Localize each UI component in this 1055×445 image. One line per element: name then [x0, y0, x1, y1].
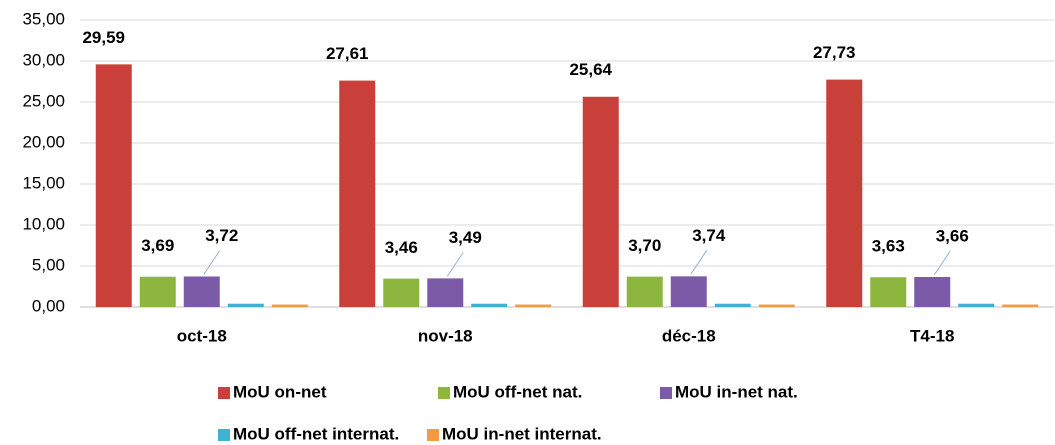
bar	[95, 64, 132, 307]
y-tick-label: 15,00	[22, 173, 65, 192]
bar	[339, 80, 376, 308]
legend-swatch	[218, 387, 230, 399]
y-tick-label: 35,00	[22, 9, 65, 28]
data-label: 3,70	[628, 236, 661, 255]
x-tick-label: nov-18	[418, 326, 473, 345]
legend-swatch	[427, 429, 439, 441]
legend-label: MoU on-net	[233, 382, 327, 401]
data-label: 3,63	[872, 237, 905, 256]
data-label: 3,49	[449, 228, 482, 247]
bar	[1002, 304, 1039, 307]
data-label: 27,61	[326, 44, 369, 63]
y-tick-label: 20,00	[22, 132, 65, 151]
data-label: 3,72	[205, 226, 238, 245]
bar	[870, 277, 907, 307]
bar	[271, 304, 308, 307]
bar	[471, 303, 508, 307]
y-tick-label: 30,00	[22, 50, 65, 69]
y-tick-label: 5,00	[32, 255, 65, 274]
bar	[914, 276, 951, 307]
bar	[758, 304, 795, 307]
data-label: 3,69	[141, 236, 174, 255]
bar	[826, 79, 863, 307]
data-label: 3,66	[936, 226, 969, 245]
y-tick-label: 0,00	[32, 296, 65, 315]
bar	[670, 276, 707, 307]
leader-line	[690, 250, 708, 275]
data-label: 3,46	[385, 238, 418, 257]
bar	[183, 276, 220, 307]
legend-swatch	[438, 387, 450, 399]
bar	[427, 278, 464, 307]
x-tick-label: T4-18	[910, 326, 954, 345]
data-label: 27,73	[813, 43, 856, 62]
bar	[515, 304, 552, 307]
legend-swatch	[218, 429, 230, 441]
leader-line	[203, 250, 221, 275]
y-tick-label: 10,00	[22, 214, 65, 233]
bar	[626, 276, 663, 307]
bar	[582, 96, 619, 307]
data-label: 3,74	[692, 226, 726, 245]
leader-line	[446, 252, 464, 277]
legend-label: MoU in-net nat.	[675, 382, 798, 401]
legend-label: MoU off-net internat.	[233, 424, 399, 443]
bar	[383, 278, 420, 307]
x-tick-label: oct-18	[177, 326, 227, 345]
legend-label: MoU in-net internat.	[442, 424, 602, 443]
leader-line	[933, 250, 951, 276]
x-tick-label: déc-18	[662, 326, 716, 345]
bar	[714, 303, 751, 307]
data-label: 25,64	[569, 60, 612, 79]
legend-swatch	[660, 387, 672, 399]
bar	[139, 276, 176, 307]
data-label: 29,59	[82, 28, 125, 47]
legend-label: MoU off-net nat.	[453, 382, 582, 401]
bar	[227, 303, 264, 307]
bar	[958, 303, 995, 307]
y-tick-label: 25,00	[22, 91, 65, 110]
